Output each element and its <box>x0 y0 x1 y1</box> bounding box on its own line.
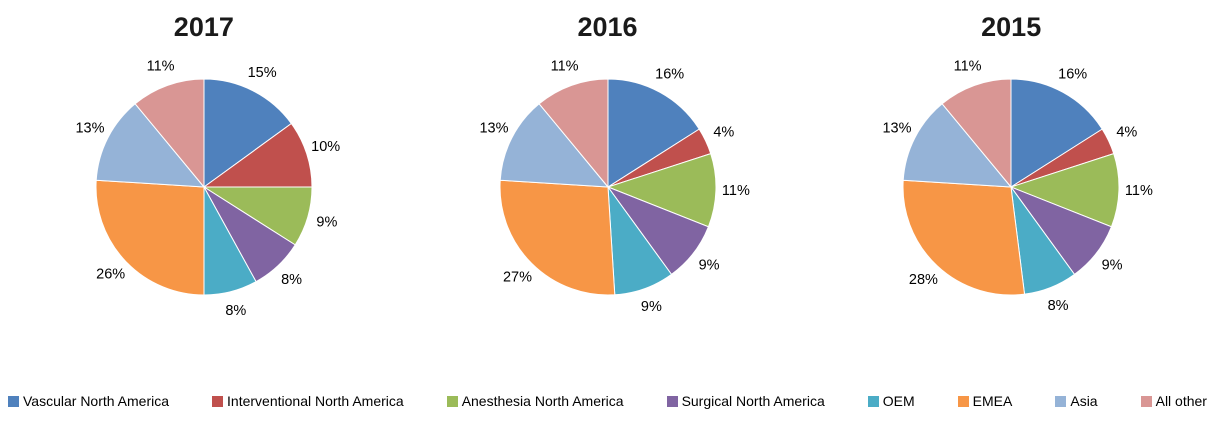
slice-label: 9% <box>316 215 337 231</box>
slice-label: 13% <box>883 121 912 137</box>
slice-label: 9% <box>1102 257 1123 273</box>
pie-slice <box>95 103 205 188</box>
legend-item: All other <box>1140 393 1207 409</box>
legend-item: Vascular North America <box>8 393 169 409</box>
legend-swatch <box>666 395 678 407</box>
pie-slice <box>941 78 1012 189</box>
legend-swatch <box>212 395 224 407</box>
slice-label: 11% <box>146 58 174 74</box>
legend-item: Asia <box>1055 393 1098 409</box>
chart-2015: 2015 16% 4% 11% 9% 8% 28% 13% 11% <box>809 4 1213 379</box>
legend-label: Vascular North America <box>23 393 170 409</box>
charts-row: 2017 15% 10% 9% 8% 8% 26% 13% 11% 2016 16% 4% 11%… <box>2 4 1213 379</box>
pie-slice <box>902 179 1026 296</box>
chart-2017: 2017 15% 10% 9% 8% 8% 26% 13% 11% <box>2 4 406 379</box>
legend-item: Surgical North America <box>666 393 825 409</box>
pie-slice <box>607 78 700 188</box>
pie-chart-2016: 16% 4% 11% 9% 9% 27% 13% 11% <box>479 58 749 315</box>
legend-label: OEM <box>882 393 915 409</box>
slice-label: 16% <box>655 67 684 83</box>
legend-label: EMEA <box>972 393 1013 409</box>
legend-swatch <box>1140 395 1152 407</box>
pie-chart-2015: 16% 4% 11% 9% 8% 28% 13% 11% <box>883 58 1153 314</box>
legend-item: Anesthesia North America <box>446 393 624 409</box>
pie-slice <box>134 78 205 189</box>
pie-slice <box>902 103 1013 188</box>
pie-slice <box>499 103 609 188</box>
slice-label: 28% <box>909 272 938 288</box>
legend-item: OEM <box>867 393 915 409</box>
slice-label: 9% <box>698 257 719 273</box>
slice-label: 26% <box>96 266 125 282</box>
slice-label: 4% <box>713 124 734 140</box>
legend-swatch <box>446 395 458 407</box>
legend-label: All other <box>1155 393 1207 409</box>
chart-2016: 2016 16% 4% 11% 9% 9% 27% 13% 11% <box>406 4 810 379</box>
legend-label: Anesthesia North America <box>461 393 624 409</box>
slice-label: 13% <box>75 121 104 137</box>
slice-label: 9% <box>640 299 661 315</box>
slice-label: 8% <box>281 272 302 288</box>
slice-label: 16% <box>1058 67 1087 83</box>
pie-slice <box>499 179 615 296</box>
chart-title-2017: 2017 <box>173 12 234 42</box>
pie-chart-2017: 15% 10% 9% 8% 8% 26% 13% 11% <box>75 58 340 319</box>
legend-label: Interventional North America <box>227 393 404 409</box>
slice-label: 11% <box>721 183 749 199</box>
pie-slice <box>203 78 292 188</box>
legend-label: Asia <box>1070 393 1098 409</box>
slice-label: 15% <box>247 65 276 81</box>
legend: Vascular North America Interventional Nor… <box>0 379 1215 423</box>
slice-label: 11% <box>954 58 982 74</box>
slice-label: 27% <box>502 269 531 285</box>
pie-slice <box>606 152 716 228</box>
slice-label: 11% <box>1125 183 1153 199</box>
slice-label: 8% <box>225 303 246 319</box>
slice-label: 10% <box>311 139 340 155</box>
slice-label: 11% <box>550 58 578 74</box>
legend-swatch <box>1055 395 1067 407</box>
pie-slice <box>1010 78 1104 188</box>
legend-label: Surgical North America <box>681 393 825 409</box>
chart-title-2016: 2016 <box>577 12 638 42</box>
legend-item: Interventional North America <box>212 393 404 409</box>
pie-slice <box>95 179 205 296</box>
chart-title-2015: 2015 <box>981 12 1042 42</box>
pie-slice <box>537 78 608 189</box>
pie-slice <box>1009 152 1120 228</box>
slice-label: 4% <box>1116 124 1137 140</box>
legend-item: EMEA <box>957 393 1013 409</box>
legend-swatch <box>8 395 19 407</box>
slice-label: 8% <box>1048 298 1069 314</box>
legend-swatch <box>867 395 879 407</box>
legend-swatch <box>957 395 969 407</box>
slice-label: 13% <box>479 121 508 137</box>
